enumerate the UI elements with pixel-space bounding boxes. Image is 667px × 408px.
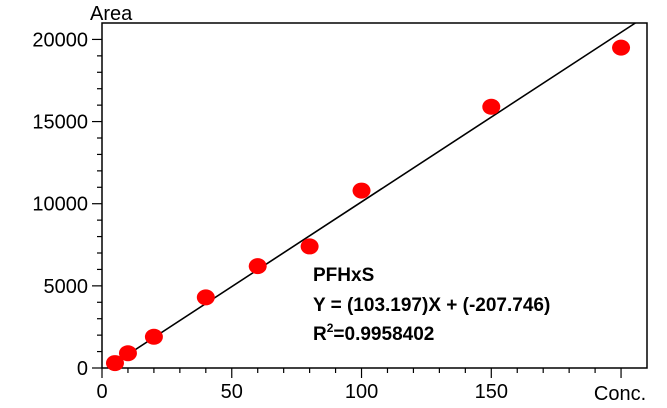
data-point [144,328,163,345]
data-point [248,258,267,275]
annotation-r2: R2=0.9958402 [313,321,434,345]
x-axis: 0 50 100 150 [96,368,622,403]
annotation-compound: PFHxS [313,265,374,286]
data-point [118,345,137,362]
x-tick-label: 0 [96,381,107,403]
regression-line [106,22,636,369]
y-tick-label: 10000 [32,194,88,216]
y-tick-label: 0 [77,358,88,380]
data-point [612,39,631,56]
x-tick-label: 150 [475,381,508,403]
y-tick-label: 5000 [44,276,89,298]
x-axis-label: Conc. [594,383,646,405]
y-axis: 0 5000 10000 15000 20000 [32,29,102,380]
data-points [105,39,631,372]
data-point [105,355,124,372]
x-tick-label: 50 [221,381,243,403]
equation-annotation: PFHxS Y = (103.197)X + (-207.746) R2=0.9… [313,265,550,345]
data-point [300,238,319,255]
annotation-equation: Y = (103.197)X + (-207.746) [313,295,550,316]
y-axis-label: Area [90,3,133,25]
data-point [482,98,501,115]
data-point [352,182,371,199]
x-tick-label: 100 [345,381,378,403]
y-tick-label: 15000 [32,112,88,134]
fit-line-group [106,22,636,369]
y-tick-label: 20000 [32,29,88,51]
y-axis-title: Area [90,3,133,25]
plot-frame [101,22,648,369]
data-point [196,289,215,306]
